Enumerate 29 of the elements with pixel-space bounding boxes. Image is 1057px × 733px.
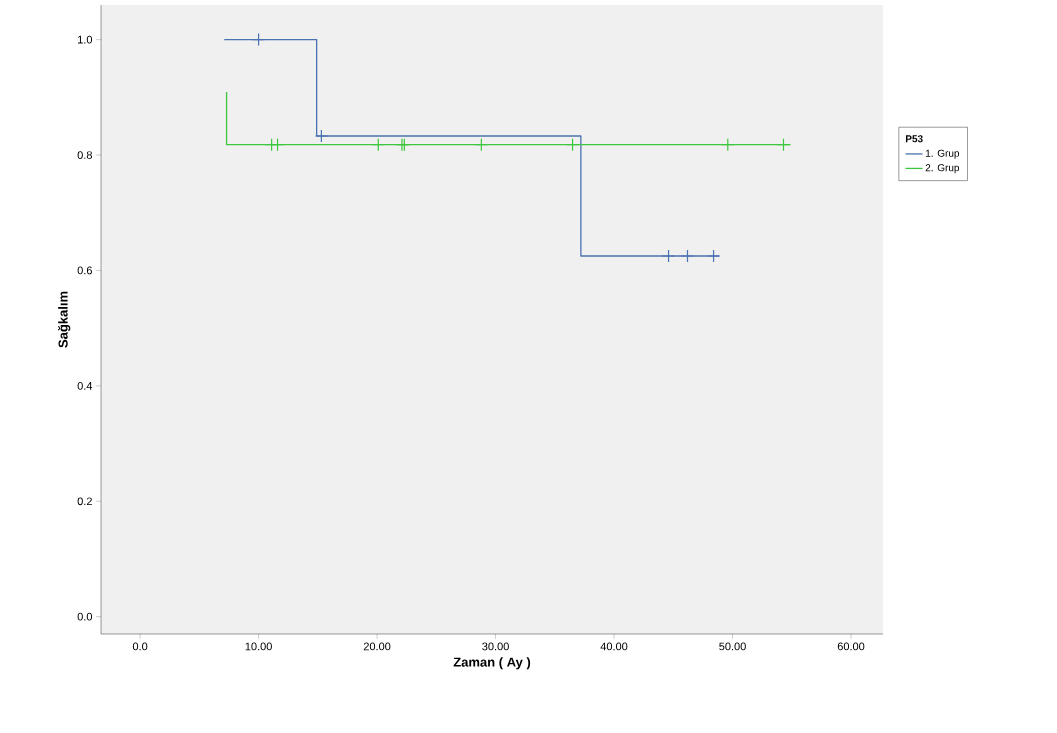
point	[270, 138, 285, 152]
point	[721, 138, 735, 152]
x-tick-label: 50.00	[719, 642, 746, 651]
x-tick-label: 60.00	[837, 642, 865, 651]
point	[706, 249, 721, 263]
point	[565, 138, 580, 152]
point	[661, 249, 676, 263]
y-tick-label: 0.6	[77, 266, 92, 275]
legend-title: P53	[905, 135, 923, 143]
y-axis-title: Sağkalım	[58, 291, 71, 348]
y-tick-label: 0.2	[77, 497, 92, 506]
point	[314, 129, 328, 143]
point	[680, 249, 695, 263]
y-tick-label: 1.0	[78, 35, 93, 44]
legend-label: 1. Grup	[925, 149, 960, 159]
x-tick-label: 30.00	[482, 642, 509, 651]
x-tick-label: 10.00	[245, 642, 272, 651]
y-tick-label: 0.0	[77, 612, 93, 621]
x-axis-title: Zaman ( Ay )	[453, 657, 531, 670]
point	[251, 33, 266, 47]
point	[474, 138, 488, 152]
point	[371, 138, 385, 152]
legend-label: 2. Grup	[925, 164, 960, 174]
point	[776, 138, 791, 152]
x-tick-label: 20.00	[363, 642, 391, 651]
y-tick-label: 0.8	[77, 151, 92, 159]
x-tick-label: 0.0	[132, 642, 148, 651]
x-tick-label: 40.00	[600, 642, 628, 651]
y-tick-label: 0.4	[77, 381, 93, 390]
